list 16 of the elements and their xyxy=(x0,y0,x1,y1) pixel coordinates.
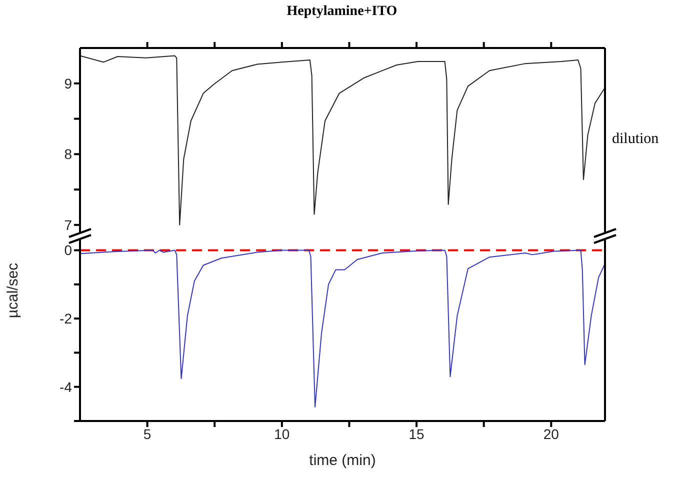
x-tick-label: 20 xyxy=(543,426,560,442)
x-axis-title: time (min) xyxy=(309,452,376,469)
text: dilution xyxy=(612,131,659,148)
x-tick-label: 5 xyxy=(143,426,152,442)
line-series xyxy=(80,250,605,408)
y-tick-label: 7 xyxy=(64,216,72,233)
y-tick-label: 9 xyxy=(64,75,72,92)
x-tick-label: 10 xyxy=(274,426,290,442)
x-tick-label: 15 xyxy=(408,426,425,442)
y-tick-label: -4 xyxy=(60,378,72,395)
chart-title: Heptylamine+ITO xyxy=(286,4,398,20)
y-tick-label: 0 xyxy=(64,242,72,258)
y-tick-label: -2 xyxy=(60,310,72,327)
line-series xyxy=(80,55,605,226)
y-axis-title: µcal/sec xyxy=(4,262,22,318)
y-tick-label: 8 xyxy=(64,146,72,162)
